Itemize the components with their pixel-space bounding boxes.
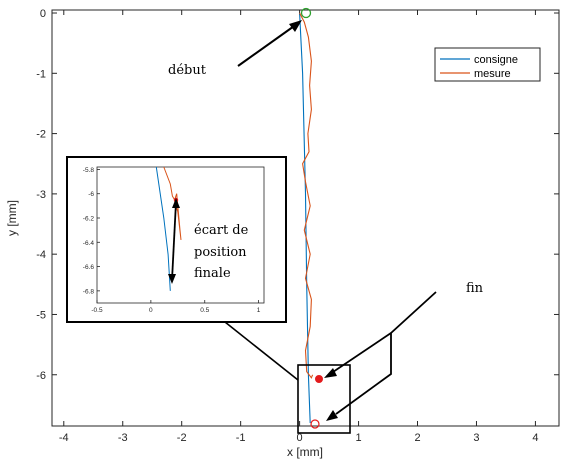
start-marker xyxy=(300,7,312,19)
y-tick-label: -5 xyxy=(36,309,46,321)
end-marker-consigne xyxy=(310,419,320,429)
inset-connector xyxy=(224,321,299,381)
inset-x-tick-label: -0.5 xyxy=(91,307,103,314)
end-marker-mesure xyxy=(315,375,323,383)
start-arrow xyxy=(237,23,298,67)
x-tick-label: 2 xyxy=(414,432,420,444)
inset-x-tick-label: 1 xyxy=(257,307,261,314)
annotation-start: début xyxy=(168,63,207,78)
x-tick-label: 0 xyxy=(297,432,303,444)
y-tick-label: -1 xyxy=(36,68,46,80)
annotation-end: fin xyxy=(466,281,484,296)
gap-arrow-head-top xyxy=(172,198,180,208)
series-line-mesure xyxy=(299,12,314,379)
inset-y-tick-label: -6 xyxy=(88,191,94,198)
inset-y-tick-label: -5.8 xyxy=(83,167,95,174)
inset-y-tick-label: -6.6 xyxy=(83,264,95,271)
legend-box xyxy=(434,47,541,82)
y-tick-label: 0 xyxy=(40,8,46,20)
y-axis-label: y [mm] xyxy=(5,200,19,236)
inset-ticks: -0.5 0 0.5 1 -5.8 -6 -6.2 -6.4 -6.6 -6.8 xyxy=(83,167,261,314)
gap-arrow xyxy=(171,201,177,281)
zoom-region-box xyxy=(297,364,351,434)
x-tick-label: 3 xyxy=(473,432,479,444)
y-tick-label: -3 xyxy=(36,189,46,201)
end-arrow-upper xyxy=(329,332,392,375)
main-series xyxy=(299,12,314,424)
end-arrow-lower-head xyxy=(326,410,338,421)
start-arrow-head xyxy=(289,20,302,32)
x-tick-label: -1 xyxy=(236,432,246,444)
x-tick-label: -3 xyxy=(118,432,128,444)
inset-x-tick-label: 0.5 xyxy=(200,307,209,314)
x-tick-label: -4 xyxy=(59,432,69,444)
y-tick-label: -4 xyxy=(36,249,46,261)
gap-arrow-head-bottom xyxy=(168,274,176,284)
x-tick-label: 4 xyxy=(532,432,538,444)
inset-panel: -0.5 0 0.5 1 -5.8 -6 -6.2 -6.4 -6.6 -6.8 écart de… xyxy=(66,156,287,323)
x-tick-label: 1 xyxy=(355,432,361,444)
x-axis-label: x [mm] xyxy=(287,445,323,459)
annotation-gap-line3: finale xyxy=(194,266,231,281)
annotation-gap-line1: écart de xyxy=(194,223,249,238)
inset-y-tick-label: -6.4 xyxy=(83,240,95,247)
annotation-gap-line2: position xyxy=(194,245,247,260)
main-ticks: -4 -3 -2 -1 0 1 2 3 4 0 -1 -2 -3 -4 -5 -6 xyxy=(36,8,559,444)
inset-y-tick-label: -6.8 xyxy=(83,288,95,295)
end-arrow-upper-head xyxy=(324,368,337,378)
inset-y-tick-label: -6.2 xyxy=(83,216,95,223)
legend-label-consigne: consigne xyxy=(474,54,518,66)
inset-x-tick-label: 0 xyxy=(149,307,153,314)
end-bracket xyxy=(335,291,437,415)
x-tick-label: -2 xyxy=(177,432,187,444)
inset-series-line-consigne xyxy=(155,166,171,291)
legend: consigne mesure xyxy=(434,47,541,82)
y-tick-label: -2 xyxy=(36,129,46,141)
legend-label-mesure: mesure xyxy=(474,68,511,80)
y-tick-label: -6 xyxy=(36,370,46,382)
